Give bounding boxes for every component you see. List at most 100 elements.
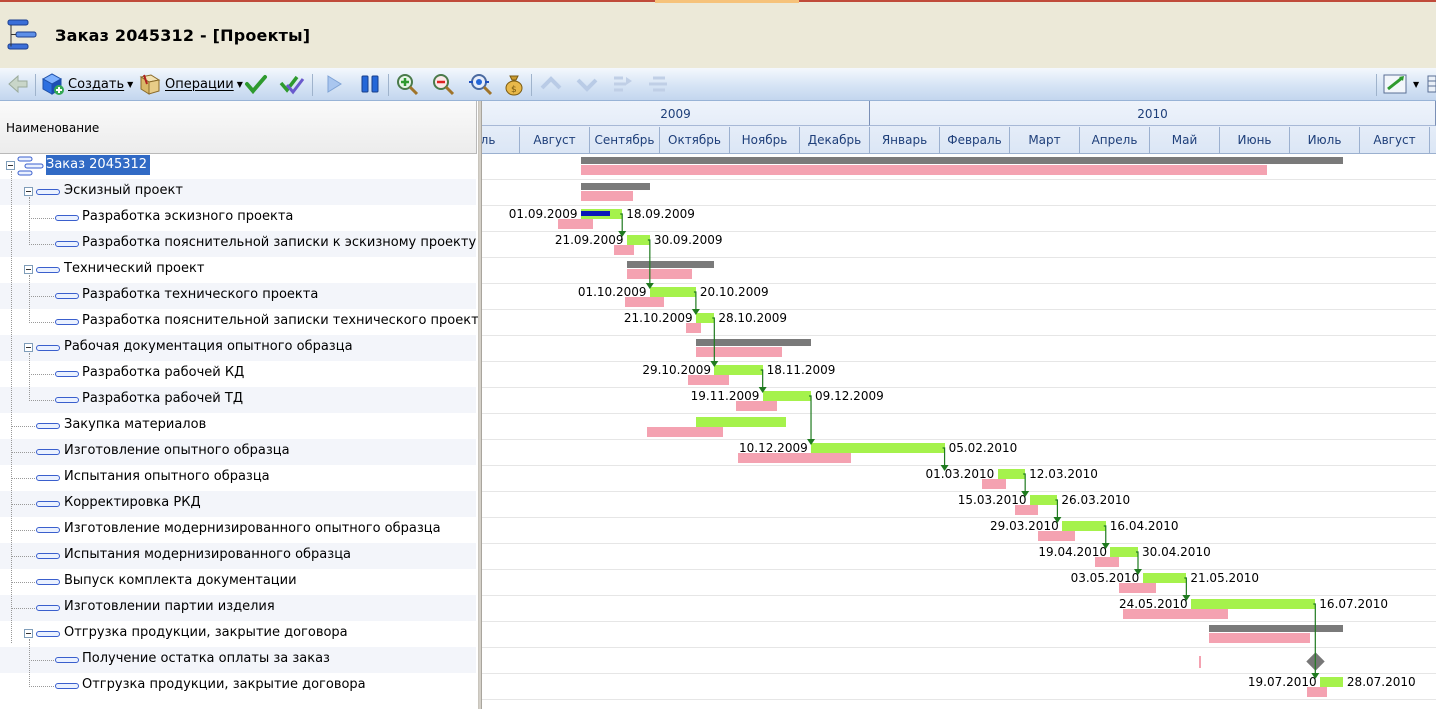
planned-bar[interactable] — [646, 427, 723, 437]
tree-row[interactable]: Испытания опытного образца — [0, 465, 476, 491]
tree-row[interactable]: Отгрузка продукции, закрытие договора — [0, 673, 476, 699]
planned-bar[interactable] — [580, 191, 633, 201]
actual-bar[interactable] — [695, 417, 786, 427]
outdent-button[interactable] — [645, 72, 671, 96]
tree-row[interactable]: Рабочая документация опытного образца — [0, 335, 476, 361]
confirm-button[interactable] — [244, 72, 268, 96]
actual-bar[interactable] — [1142, 573, 1187, 583]
planned-bar[interactable] — [1037, 531, 1076, 541]
task-name: Корректировка РКД — [64, 495, 201, 510]
tree-row[interactable]: Получение остатка оплаты за заказ — [0, 647, 476, 673]
planned-bar[interactable] — [1209, 633, 1310, 643]
panel-splitter[interactable] — [478, 101, 482, 709]
tree-row[interactable]: Закупка материалов — [0, 413, 476, 439]
tree-row[interactable]: Разработка эскизного проекта — [0, 205, 476, 231]
planned-bar[interactable] — [695, 347, 783, 357]
tree-root-row[interactable]: Заказ 2045312 — [0, 153, 476, 179]
confirm-all-button[interactable] — [279, 72, 305, 96]
actual-bar[interactable] — [649, 287, 696, 297]
columns-button[interactable] — [1427, 72, 1436, 96]
actual-bar[interactable] — [1190, 599, 1316, 609]
tree-row[interactable]: Выпуск комплекта документации — [0, 569, 476, 595]
move-down-button[interactable] — [575, 72, 599, 96]
gantt-row — [482, 414, 1436, 440]
tree-connector — [11, 608, 35, 609]
planned-bar[interactable] — [1095, 557, 1119, 567]
summary-bar[interactable] — [1209, 625, 1343, 632]
gantt-body[interactable]: 01.09.2009 18.09.2009 21.09.2009 30.09.2009… — [482, 154, 1436, 709]
collapse-toggle-icon[interactable] — [24, 265, 33, 274]
pause-button[interactable] — [359, 72, 381, 96]
planned-bar[interactable] — [687, 375, 729, 385]
cost-button[interactable]: $ — [503, 72, 525, 96]
outdent-icon — [649, 76, 667, 92]
back-button[interactable] — [6, 72, 30, 96]
tree-row[interactable]: Изготовление модернизированного опытного… — [0, 517, 476, 543]
tree-row[interactable]: Разработка технического проекта — [0, 283, 476, 309]
collapse-toggle-icon[interactable] — [24, 629, 33, 638]
tree-row[interactable]: Изготовление опытного образца — [0, 439, 476, 465]
collapse-toggle-icon[interactable] — [24, 343, 33, 352]
planned-bar[interactable] — [624, 297, 664, 307]
planned-bar[interactable] — [685, 323, 702, 333]
actual-bar[interactable] — [997, 469, 1026, 479]
tree-row[interactable]: Технический проект — [0, 257, 476, 283]
planned-bar[interactable] — [737, 453, 852, 463]
tree-row[interactable]: Корректировка РКД — [0, 491, 476, 517]
actual-bar[interactable] — [1062, 521, 1106, 531]
progress-bar[interactable] — [580, 211, 610, 216]
grid-column-header[interactable]: Наименование — [0, 101, 477, 154]
actual-bar[interactable] — [1029, 495, 1058, 505]
operations-menu[interactable]: Операции ▼ — [138, 72, 243, 96]
tree-row[interactable]: Разработка пояснительной записки техниче… — [0, 309, 478, 335]
zoom-out-icon — [433, 74, 455, 96]
run-button[interactable] — [323, 72, 345, 96]
actual-bar[interactable] — [714, 365, 763, 375]
planned-bar[interactable] — [1122, 609, 1229, 619]
actual-bar[interactable] — [762, 391, 811, 401]
tree-row[interactable]: Эскизный проект — [0, 179, 476, 205]
tree-row[interactable]: Отгрузка продукции, закрытие договора — [0, 621, 476, 647]
actual-bar[interactable] — [811, 443, 945, 453]
tree-row[interactable]: Разработка рабочей ТД — [0, 387, 476, 413]
move-up-button[interactable] — [539, 72, 563, 96]
indent-button[interactable] — [611, 72, 635, 96]
gantt-row — [482, 284, 1436, 310]
collapse-toggle-icon[interactable] — [24, 187, 33, 196]
column-header-label: Наименование — [6, 121, 100, 135]
actual-bar[interactable] — [695, 313, 715, 323]
tree-row[interactable]: Испытания модернизированного образца — [0, 543, 476, 569]
summary-bar[interactable] — [695, 339, 812, 346]
tree-row[interactable]: Разработка пояснительной записки к эскиз… — [0, 231, 476, 257]
tree-row[interactable]: Изготовлении партии изделия — [0, 595, 476, 621]
planned-bar[interactable] — [614, 245, 634, 255]
create-menu[interactable]: Создать ▼ — [41, 72, 133, 96]
settings-button[interactable]: ▼ — [1382, 72, 1419, 96]
actual-bar[interactable] — [1110, 547, 1138, 557]
planned-bar[interactable] — [580, 165, 1267, 175]
planned-marker[interactable] — [1199, 656, 1202, 668]
planned-bar[interactable] — [1118, 583, 1156, 593]
planned-bar[interactable] — [626, 269, 693, 279]
zoom-out-button[interactable] — [431, 72, 455, 96]
zoom-fit-button[interactable] — [467, 72, 493, 96]
tree-connector — [11, 582, 35, 583]
actual-bar[interactable] — [1319, 677, 1343, 687]
summary-bar[interactable] — [580, 157, 1343, 164]
dependency-arrow-icon — [691, 309, 700, 315]
main-toolbar: Создать ▼ Операции ▼ $ — [0, 68, 1436, 101]
planned-bar[interactable] — [557, 219, 594, 229]
planned-bar[interactable] — [1307, 687, 1327, 697]
summary-bar[interactable] — [580, 183, 650, 190]
zoom-in-button[interactable] — [395, 72, 419, 96]
collapse-toggle-icon[interactable] — [6, 161, 15, 170]
planned-bar[interactable] — [982, 479, 1006, 489]
task-icon — [55, 371, 79, 377]
summary-bar[interactable] — [626, 261, 715, 268]
task-group-icon — [36, 189, 60, 195]
planned-bar[interactable] — [1014, 505, 1039, 515]
actual-bar[interactable] — [626, 235, 650, 245]
tree-row[interactable]: Разработка рабочей КД — [0, 361, 476, 387]
arrow-down-icon — [576, 78, 598, 92]
planned-bar[interactable] — [736, 401, 778, 411]
